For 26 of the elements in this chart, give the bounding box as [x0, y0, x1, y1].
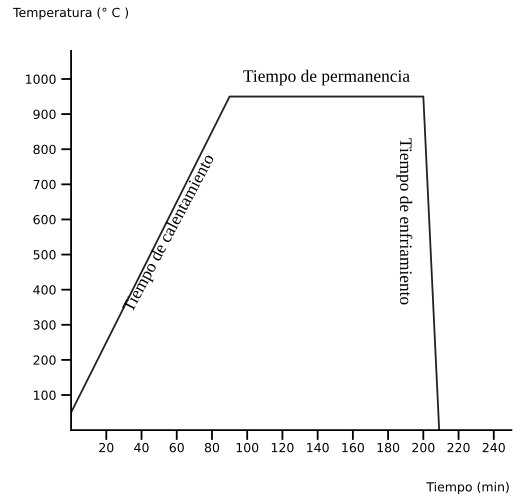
x-axis-title: Tiempo (min) [426, 482, 509, 494]
x-tick-label: 200 [412, 442, 434, 452]
y-tick-label: 1000 [26, 74, 56, 84]
x-tick-label: 140 [307, 442, 329, 452]
y-tick-label: 900 [33, 110, 56, 120]
y-tick-label: 600 [34, 214, 56, 224]
x-tick-label: 60 [170, 442, 184, 452]
x-tick-label: 20 [99, 442, 114, 452]
x-tick-label: 240 [482, 442, 505, 452]
x-tick-label: 120 [272, 442, 294, 452]
x-tick-label: 160 [342, 442, 364, 452]
x-tick-label: 80 [204, 442, 220, 452]
y-tick-label: 500 [34, 250, 56, 260]
x-tick-label: 100 [236, 442, 258, 452]
y-tick-label: 800 [33, 144, 56, 154]
y-tick-label: 100 [34, 390, 56, 400]
annotation: Tiempo de permanencia [243, 70, 410, 86]
x-tick-label: 220 [448, 442, 470, 452]
y-tick-label: 700 [34, 180, 56, 190]
y-tick-label: 200 [34, 355, 56, 365]
y-axis-title: Temperatura (° C ) [12, 8, 128, 20]
y-tick-label: 300 [34, 320, 56, 330]
y-tick-label: 400 [33, 285, 56, 295]
x-tick-label: 40 [134, 442, 149, 452]
annotation: Tiempo de enfriamiento [396, 138, 412, 304]
x-tick-label: 180 [378, 442, 400, 452]
